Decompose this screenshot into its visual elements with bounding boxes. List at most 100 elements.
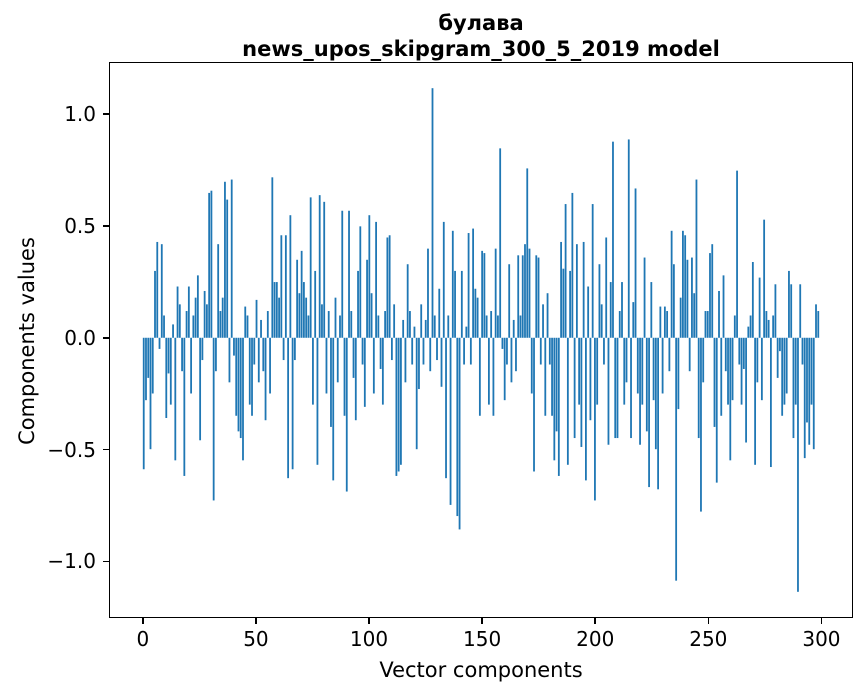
bar xyxy=(783,337,786,405)
bar xyxy=(181,337,183,372)
bar xyxy=(460,270,463,338)
bar xyxy=(591,204,594,338)
bar xyxy=(237,337,240,432)
bar xyxy=(598,264,601,338)
y-axis-label: Components values xyxy=(15,237,39,445)
bar xyxy=(736,170,738,338)
bar xyxy=(672,264,675,338)
x-tick-label: 100 xyxy=(349,627,389,651)
bar xyxy=(776,337,779,378)
bar xyxy=(751,262,754,338)
bar xyxy=(548,337,551,365)
bar xyxy=(551,337,553,416)
bar xyxy=(239,337,242,439)
bar xyxy=(145,337,147,401)
bar xyxy=(458,337,461,530)
bar xyxy=(533,337,535,472)
bar xyxy=(521,255,524,338)
bar xyxy=(709,253,711,338)
bar xyxy=(201,337,204,361)
bar xyxy=(754,337,757,465)
bar xyxy=(510,337,513,383)
bar xyxy=(357,270,359,338)
bar xyxy=(221,297,224,338)
bar xyxy=(190,337,193,394)
bar xyxy=(334,297,337,338)
bar xyxy=(711,244,714,338)
bar xyxy=(645,337,648,432)
bar xyxy=(727,337,729,405)
bar xyxy=(406,264,409,338)
bar xyxy=(587,286,590,338)
y-tick-label: 0.5 xyxy=(64,213,96,238)
bar xyxy=(305,297,308,338)
bar xyxy=(156,241,159,338)
bar xyxy=(167,337,170,374)
bar xyxy=(415,337,418,450)
bar xyxy=(158,337,161,349)
bar xyxy=(722,275,725,338)
bar xyxy=(352,337,355,378)
bar xyxy=(790,284,793,338)
bar xyxy=(215,337,217,372)
y-tick-label: 1.0 xyxy=(64,102,96,127)
bar xyxy=(436,337,438,361)
bar xyxy=(203,290,206,338)
bar xyxy=(255,299,258,338)
bar xyxy=(594,337,596,501)
bar xyxy=(273,282,276,338)
bar xyxy=(330,337,332,427)
bar xyxy=(463,337,465,365)
plot-area xyxy=(109,62,853,618)
bar xyxy=(298,293,301,338)
bar xyxy=(418,337,420,390)
bar xyxy=(693,293,696,338)
bar xyxy=(154,270,156,338)
bar xyxy=(442,221,445,338)
bar xyxy=(652,337,655,401)
bar xyxy=(449,337,452,505)
bar xyxy=(508,264,511,338)
x-tick-label: 50 xyxy=(243,627,269,651)
x-tick-mark xyxy=(255,618,257,624)
x-tick-mark xyxy=(820,618,823,624)
bar xyxy=(810,337,813,405)
bar xyxy=(490,311,493,338)
bar xyxy=(359,226,362,338)
bar xyxy=(749,315,752,338)
bar xyxy=(788,270,790,338)
bar xyxy=(469,337,472,365)
bar xyxy=(668,337,671,372)
bar xyxy=(580,337,583,447)
bar xyxy=(348,210,350,338)
bar xyxy=(300,250,303,338)
bar xyxy=(535,255,538,338)
bar xyxy=(659,306,662,338)
bar xyxy=(368,215,371,338)
bar xyxy=(296,259,299,338)
bar xyxy=(679,297,682,338)
bar xyxy=(497,315,499,338)
x-tick-mark xyxy=(142,618,144,624)
bar xyxy=(381,337,384,405)
bar xyxy=(228,337,231,383)
bar xyxy=(192,315,195,338)
bar xyxy=(763,219,766,338)
bar xyxy=(530,337,533,394)
bar xyxy=(691,257,693,338)
bar xyxy=(400,337,402,465)
bar xyxy=(612,141,614,338)
bar xyxy=(609,282,612,338)
bar xyxy=(706,311,709,338)
bar xyxy=(625,337,628,383)
bar xyxy=(806,337,808,423)
bar xyxy=(815,304,817,338)
bar xyxy=(386,237,389,338)
bar xyxy=(379,337,382,369)
bar xyxy=(323,201,326,338)
bar xyxy=(765,311,768,338)
bar xyxy=(478,337,481,416)
bar xyxy=(747,326,750,338)
bar xyxy=(557,337,560,476)
y-tick-mark xyxy=(103,448,109,451)
